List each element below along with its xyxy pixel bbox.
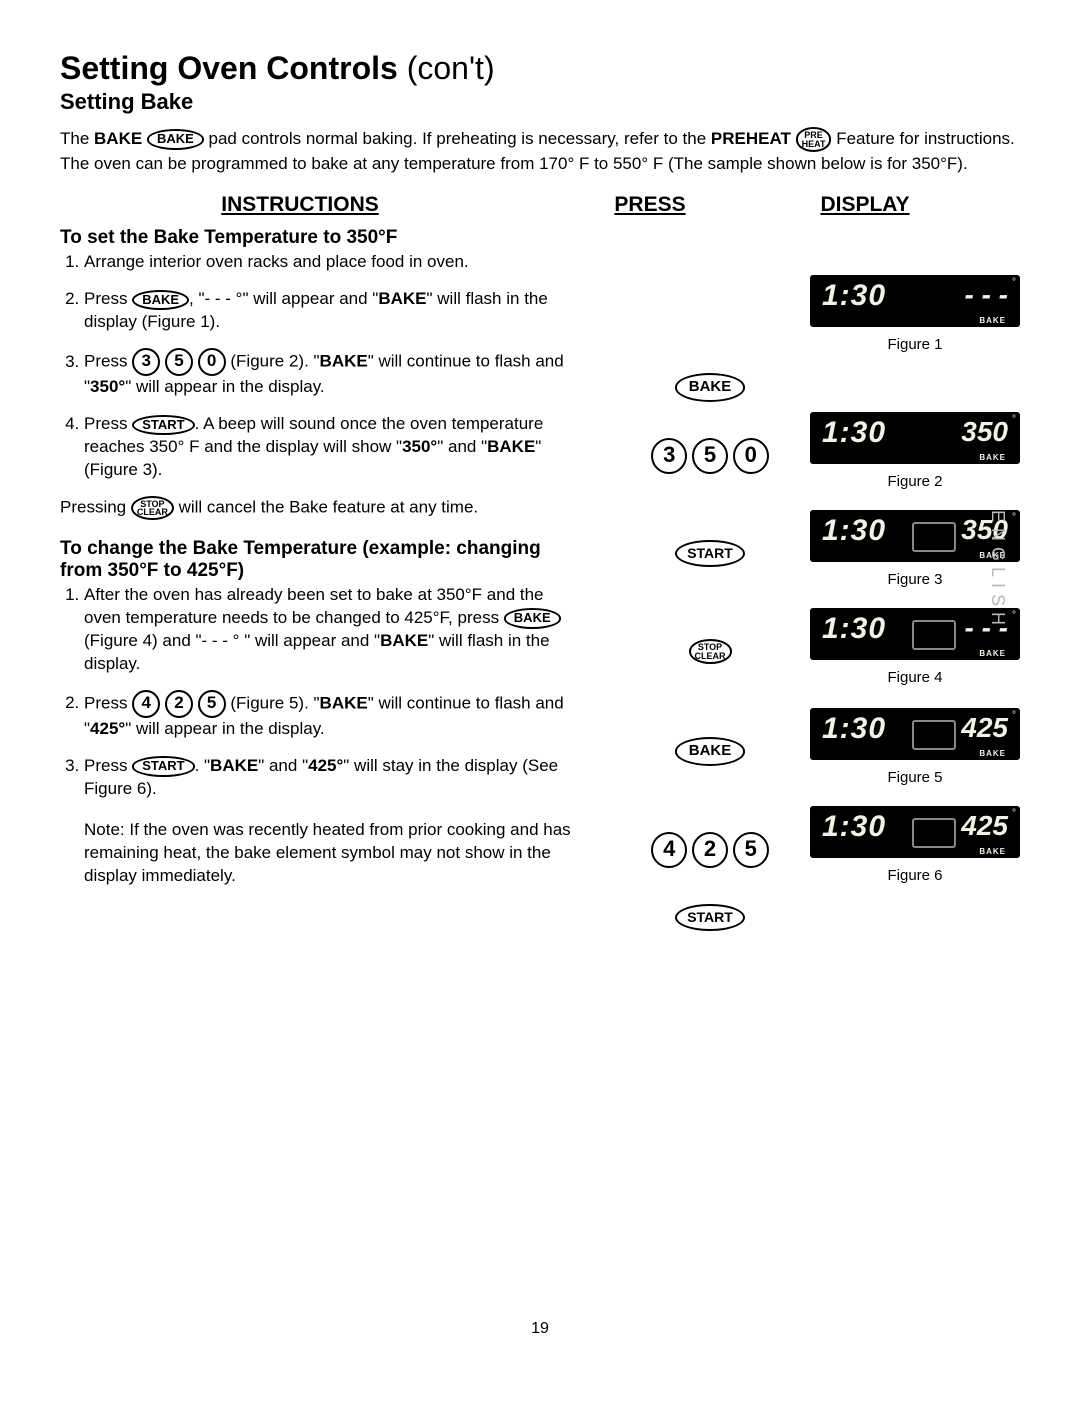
- stop-clear-pad-press: STOPCLEAR: [689, 639, 732, 663]
- start-pad-icon: START: [132, 756, 194, 776]
- subtitle: Setting Bake: [60, 89, 1020, 115]
- stop-clear-pad-icon: STOPCLEAR: [131, 496, 174, 520]
- bake-pad-icon: BAKE: [504, 608, 561, 628]
- figure-6-label: Figure 6: [800, 867, 1030, 884]
- bake-pad-icon: BAKE: [132, 290, 189, 310]
- digit-2-press: 2: [692, 832, 728, 868]
- figure-2-label: Figure 2: [800, 473, 1030, 490]
- digit-0-press: 0: [733, 438, 769, 474]
- step-2: Press BAKE, "- - - °" will appear and "B…: [84, 288, 580, 334]
- preheat-pad-icon: PREHEAT: [796, 127, 832, 151]
- bake-pad-press-2: BAKE: [675, 737, 746, 766]
- digit-5-press: 5: [733, 832, 769, 868]
- step2-3: Press START. "BAKE" and "425°" will stay…: [84, 755, 580, 801]
- page-title: Setting Oven Controls (con't): [60, 50, 1020, 87]
- note-text: Note: If the oven was recently heated fr…: [84, 819, 580, 888]
- digit-0-icon: 0: [198, 348, 226, 376]
- step-3: Press 3 5 0 (Figure 2). "BAKE" will cont…: [84, 348, 580, 399]
- digit-5-icon: 5: [165, 348, 193, 376]
- title-main-text: Setting Oven Controls: [60, 50, 398, 86]
- step2-1: After the oven has already been set to b…: [84, 584, 580, 676]
- digit-5-press: 5: [692, 438, 728, 474]
- start-pad-press-2: START: [675, 904, 745, 931]
- display-figure-2: 1:30 350 ° BAKE: [810, 412, 1020, 464]
- start-pad-icon: START: [132, 415, 194, 435]
- step-4: Press START. A beep will sound once the …: [84, 413, 580, 482]
- cancel-note: Pressing STOPCLEAR will cancel the Bake …: [60, 496, 580, 520]
- step2-2: Press 4 2 5 (Figure 5). "BAKE" will cont…: [84, 690, 580, 741]
- section2-steps: After the oven has already been set to b…: [60, 584, 580, 801]
- press-display-column: 1:30 - - - ° BAKE Figure 1 BAKE 3 5 0 1:…: [620, 265, 1080, 941]
- page-number: 19: [0, 1320, 1080, 1338]
- figure-5-label: Figure 5: [800, 769, 1030, 786]
- figure-4-label: Figure 4: [800, 669, 1030, 686]
- digit-3-press: 3: [651, 438, 687, 474]
- start-pad-press: START: [675, 540, 745, 567]
- digit-2-icon: 2: [165, 690, 193, 718]
- digit-3-icon: 3: [132, 348, 160, 376]
- digit-5-icon: 5: [198, 690, 226, 718]
- display-figure-5: 1:30 425 ° BAKE: [810, 708, 1020, 760]
- header-instructions: INSTRUCTIONS: [60, 193, 540, 217]
- header-display: DISPLAY: [760, 193, 970, 217]
- bake-pad-press: BAKE: [675, 373, 746, 402]
- section1-heading: To set the Bake Temperature to 350°F: [60, 227, 580, 249]
- title-cont: (con't): [407, 50, 495, 86]
- digit-4-icon: 4: [132, 690, 160, 718]
- intro-paragraph: The BAKE BAKE pad controls normal baking…: [60, 127, 1020, 175]
- digit-4-press: 4: [651, 832, 687, 868]
- section1-steps: Arrange interior oven racks and place fo…: [60, 251, 580, 482]
- display-figure-6: 1:30 425 ° BAKE: [810, 806, 1020, 858]
- bake-pad-icon: BAKE: [147, 129, 204, 149]
- display-figure-1: 1:30 - - - ° BAKE: [810, 275, 1020, 327]
- figure-1-label: Figure 1: [800, 336, 1030, 353]
- section2-heading: To change the Bake Temperature (example:…: [60, 538, 580, 582]
- header-press: PRESS: [540, 193, 760, 217]
- column-headers: INSTRUCTIONS PRESS DISPLAY: [60, 193, 1020, 217]
- side-language-label: ENGLISH: [987, 510, 1008, 631]
- step-1: Arrange interior oven racks and place fo…: [84, 251, 580, 274]
